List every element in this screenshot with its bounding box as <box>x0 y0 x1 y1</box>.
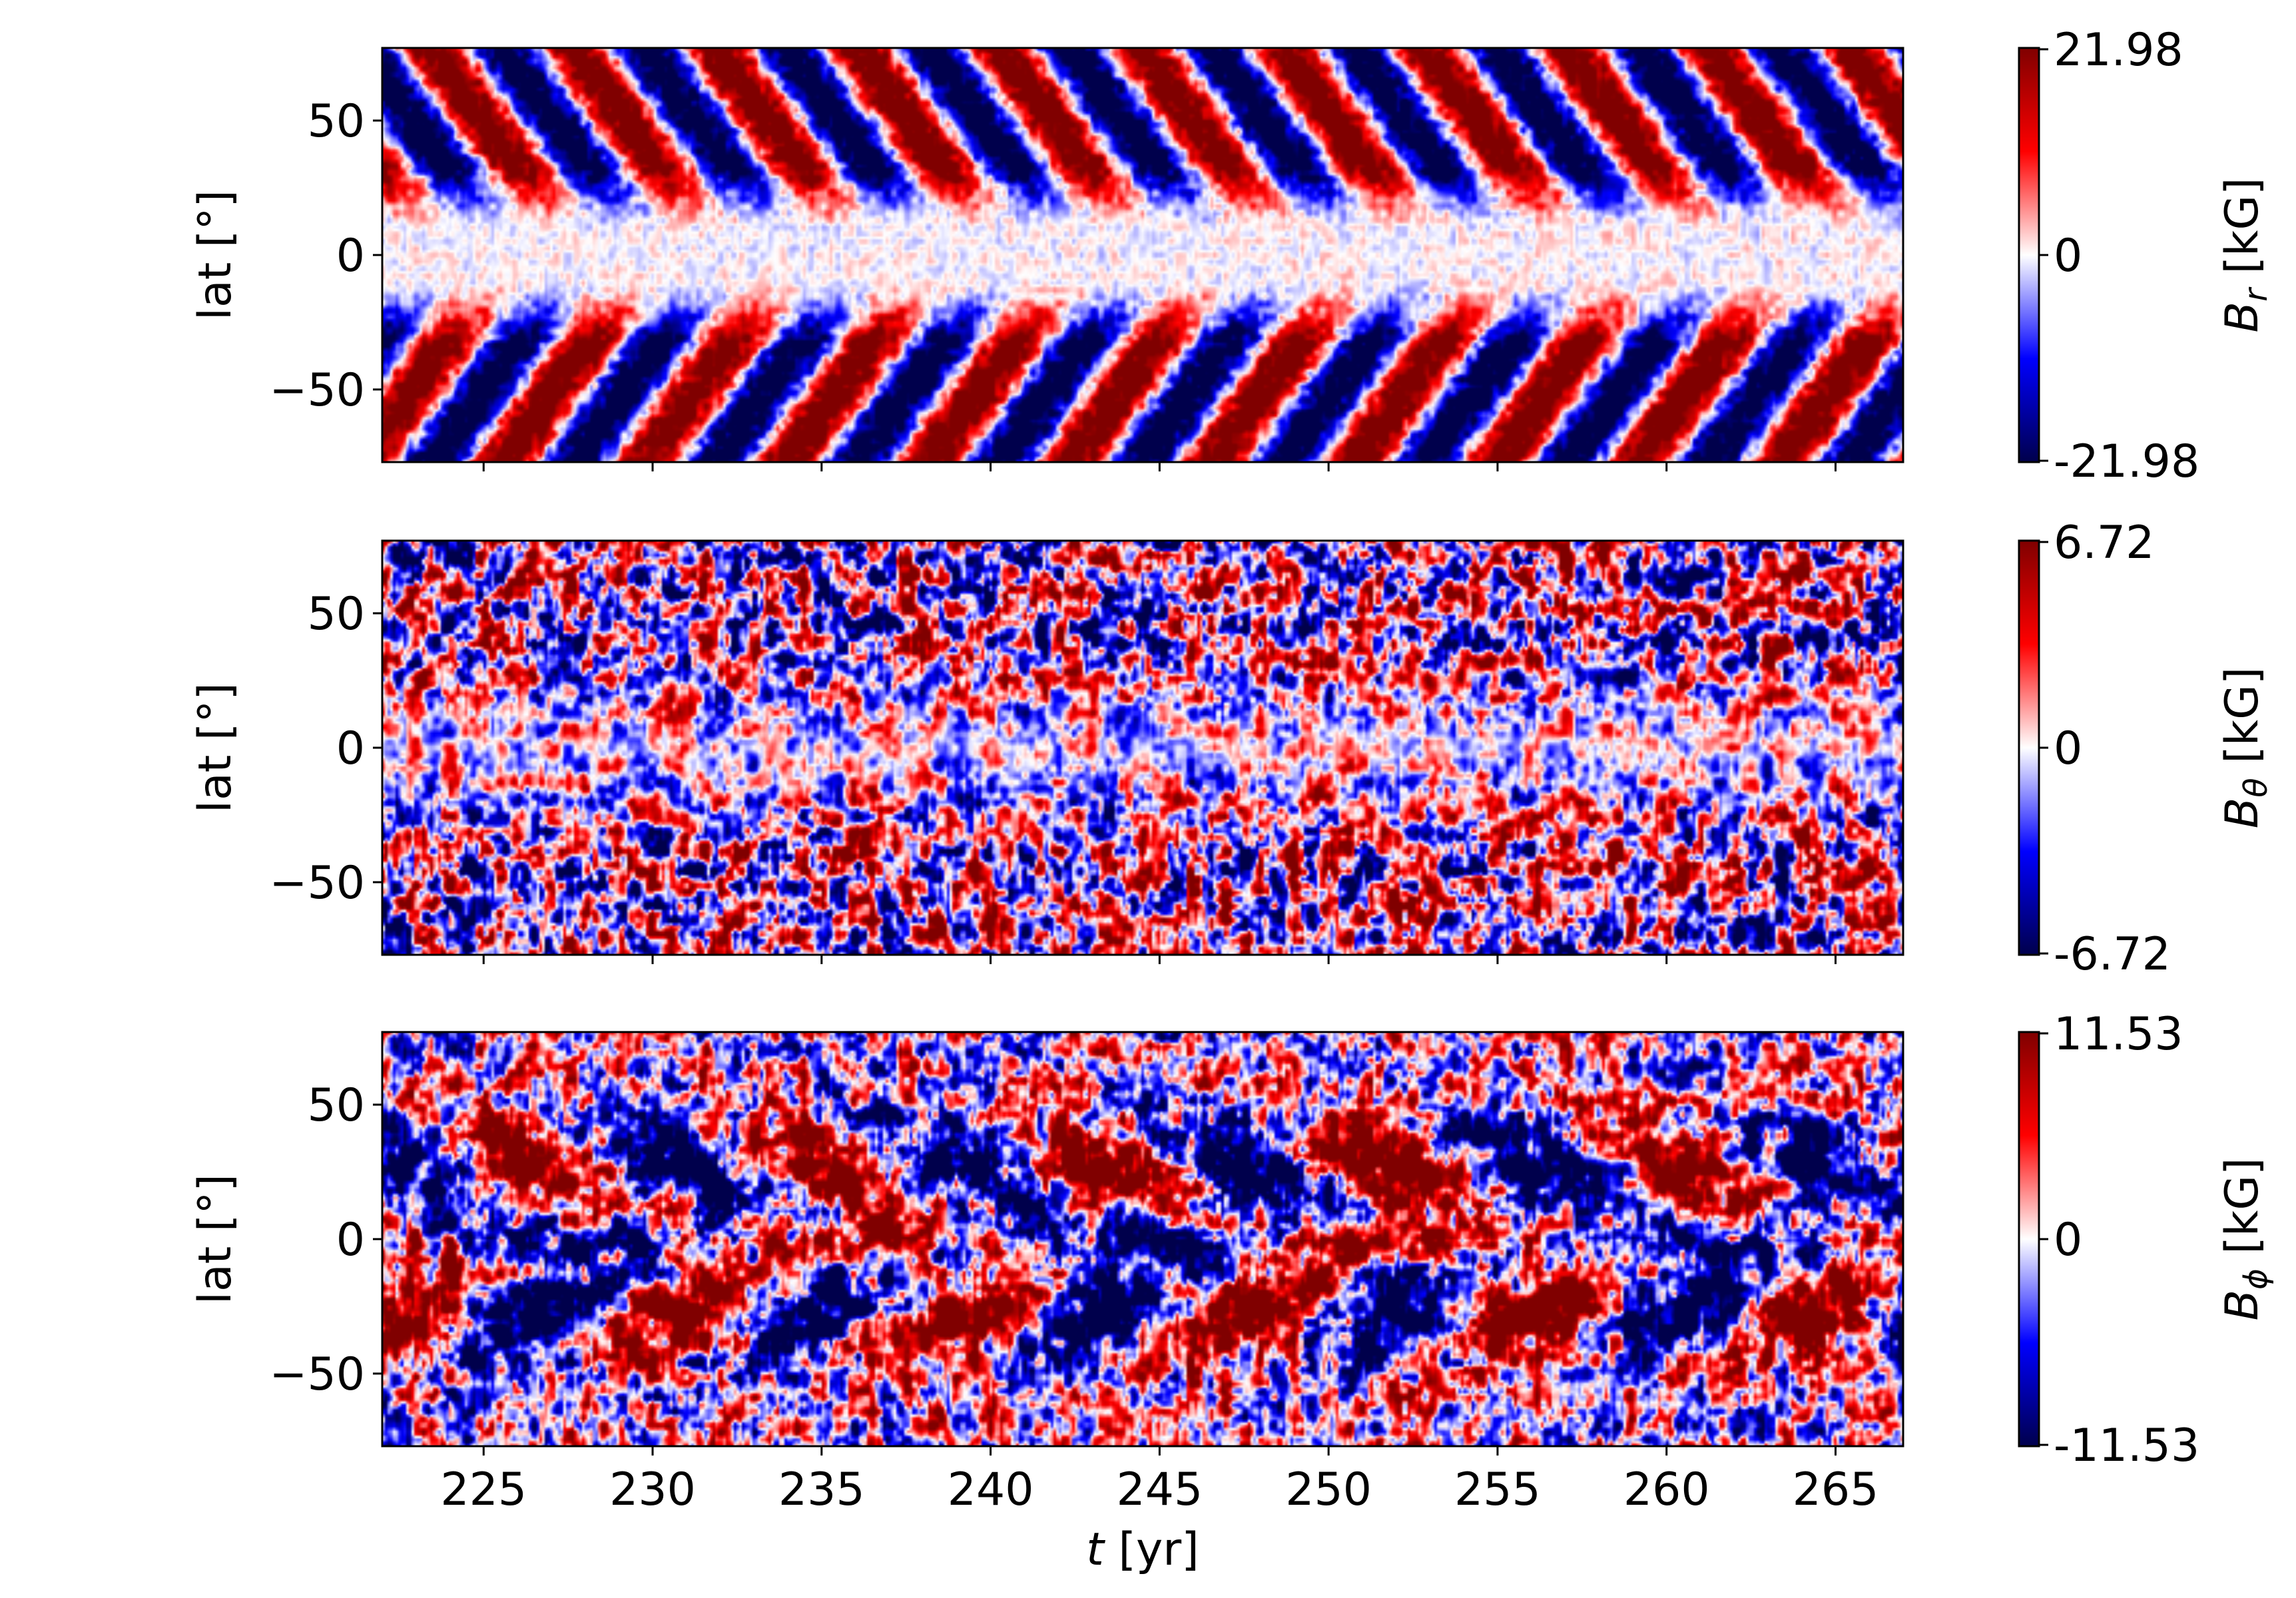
xtick-label: 255 <box>1454 1464 1541 1516</box>
btheta-heatmap <box>382 541 1903 955</box>
btheta-cb-min: -6.72 <box>2054 928 2171 981</box>
ytick-label: 50 <box>307 95 365 148</box>
panel-br: 50 0 −50 lat [°] 21.98 0 -21.98 Br [kG] <box>189 24 2275 488</box>
xtick-label: 250 <box>1285 1464 1372 1516</box>
xtick-label: 235 <box>778 1464 865 1516</box>
br-heatmap <box>382 48 1903 462</box>
btheta-colorbar <box>2019 541 2039 955</box>
bphi-heatmap <box>382 1032 1903 1446</box>
ytick-label: 0 <box>336 722 365 775</box>
btheta-y-axis: 50 0 −50 <box>269 588 382 910</box>
btheta-cb-zero: 0 <box>2054 722 2082 775</box>
bphi-cb-zero: 0 <box>2054 1214 2082 1266</box>
br-cb-zero: 0 <box>2054 230 2082 282</box>
bphi-colorbar-label: Bϕ [kG] <box>2216 1157 2275 1320</box>
br-cb-max: 21.98 <box>2054 24 2183 77</box>
xtick-label: 225 <box>440 1464 527 1516</box>
ytick-label: −50 <box>269 857 365 910</box>
br-ylabel: lat [°] <box>189 190 242 320</box>
xtick-label: 240 <box>948 1464 1034 1516</box>
ytick-label: −50 <box>269 364 365 417</box>
xtick-label: 260 <box>1623 1464 1710 1516</box>
btheta-x-ticks <box>482 955 1837 964</box>
ytick-label: 0 <box>336 230 365 282</box>
panel-btheta: 50 0 −50 lat [°] 6.72 0 -6.72 Bθ [kG] <box>189 517 2275 981</box>
ytick-label: 50 <box>307 588 365 641</box>
br-x-ticks <box>482 462 1837 471</box>
bphi-cb-max: 11.53 <box>2054 1008 2183 1061</box>
ytick-label: −50 <box>269 1348 365 1401</box>
bphi-colorbar <box>2019 1032 2039 1446</box>
btheta-colorbar-label: Bθ [kG] <box>2216 667 2275 829</box>
panel-bphi: 50 0 −50 225 230 235 240 245 250 255 260 265 lat [… <box>189 1008 2275 1576</box>
time-xlabel: t [yr] <box>1086 1523 1199 1576</box>
btheta-ylabel: lat [°] <box>189 682 242 813</box>
ytick-label: 50 <box>307 1079 365 1132</box>
br-y-axis: 50 0 −50 <box>269 95 382 417</box>
xtick-label: 230 <box>609 1464 696 1516</box>
bphi-x-axis: 225 230 235 240 245 250 255 260 265 <box>440 1446 1878 1516</box>
btheta-cb-max: 6.72 <box>2054 517 2154 569</box>
bphi-y-axis: 50 0 −50 <box>269 1079 382 1401</box>
br-colorbar-label: Br [kG] <box>2216 177 2275 332</box>
bphi-cb-min: -11.53 <box>2054 1420 2199 1472</box>
xtick-label: 245 <box>1116 1464 1203 1516</box>
ytick-label: 0 <box>336 1214 365 1266</box>
br-colorbar <box>2019 48 2039 462</box>
bphi-ylabel: lat [°] <box>189 1174 242 1304</box>
xtick-label: 265 <box>1793 1464 1879 1516</box>
br-cb-min: -21.98 <box>2054 435 2199 488</box>
